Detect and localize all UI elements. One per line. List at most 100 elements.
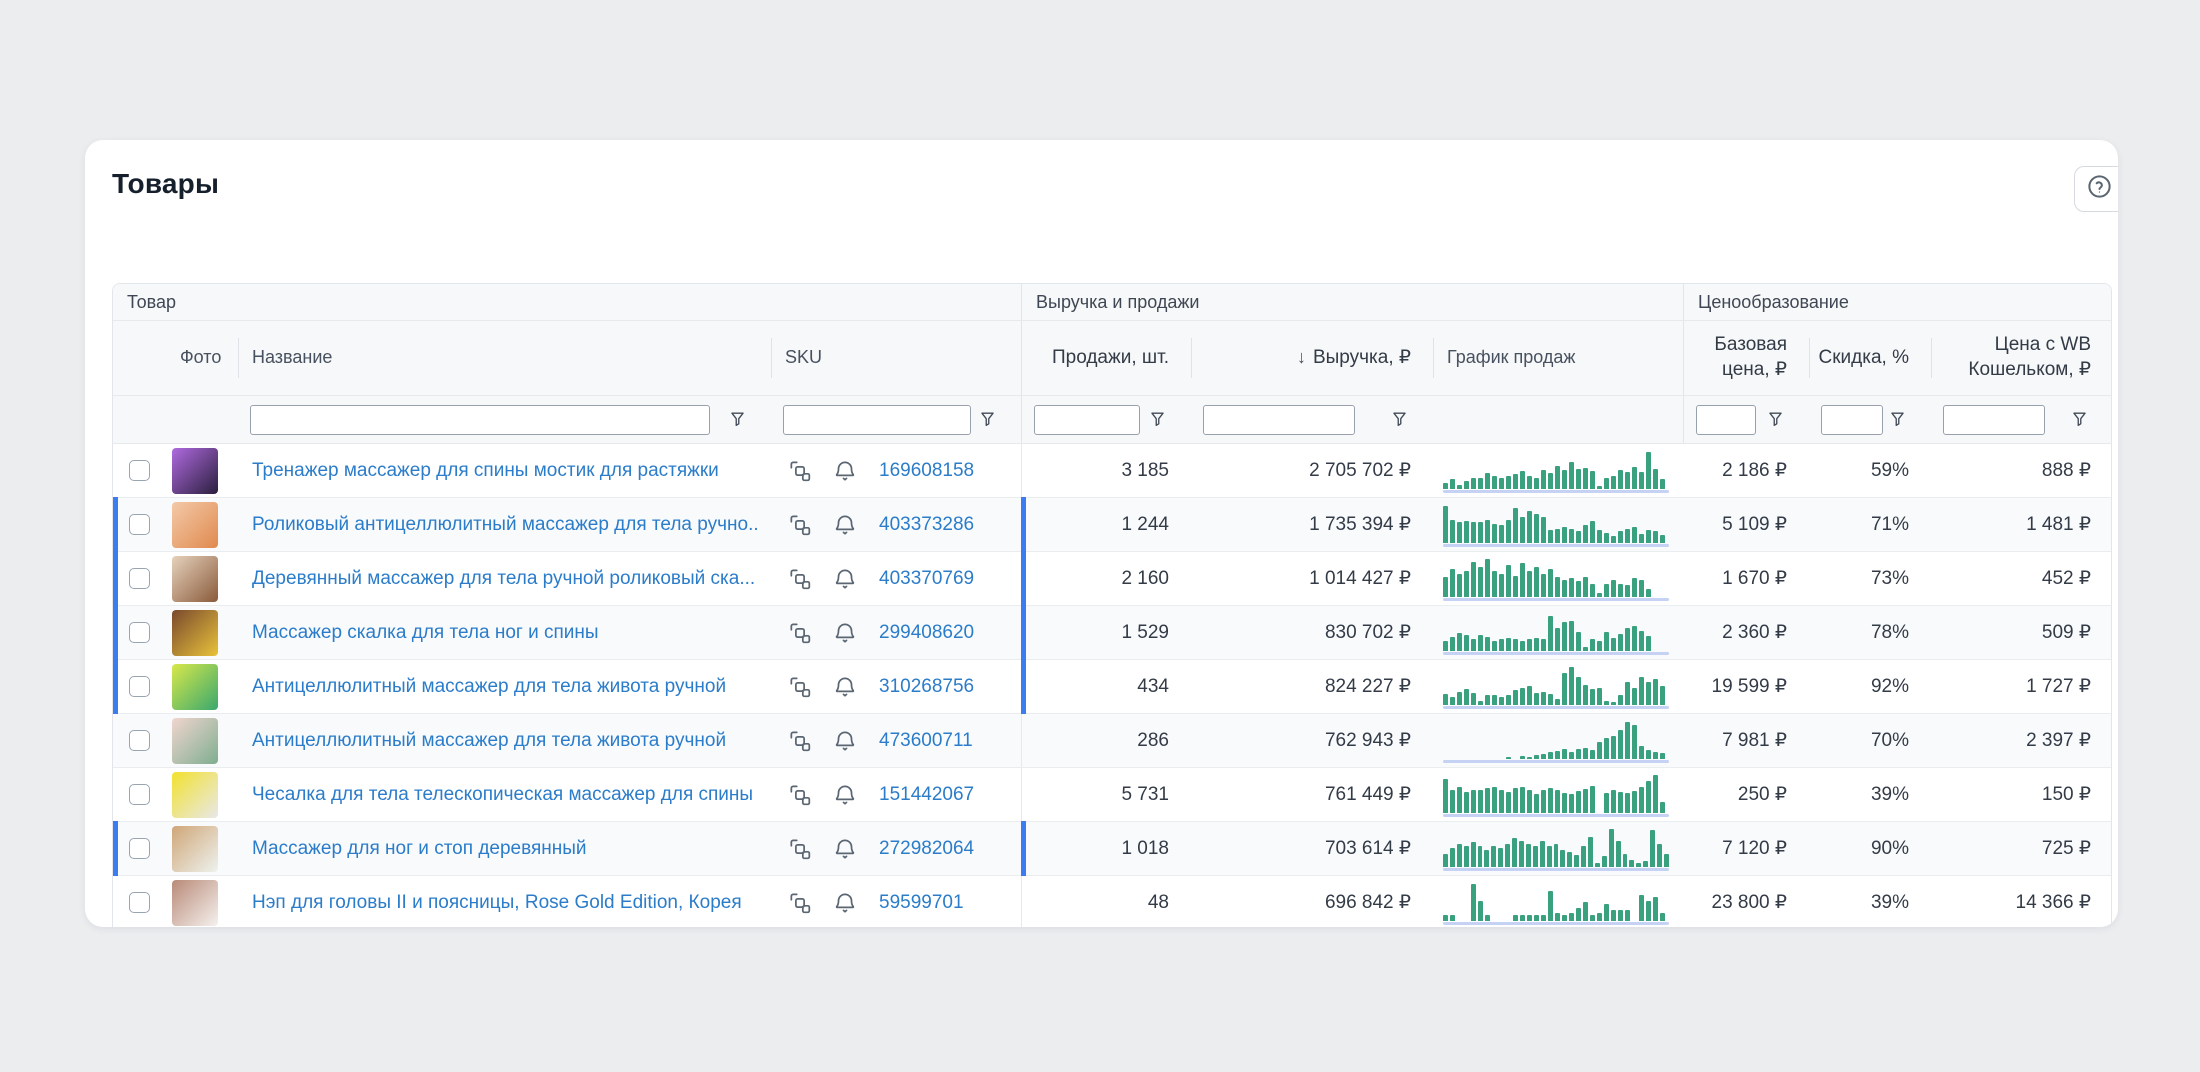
sku-filter-funnel-icon[interactable]	[978, 410, 997, 429]
sku-link[interactable]: 272982064	[879, 837, 975, 859]
linked-items-icon[interactable]	[787, 674, 813, 700]
sales-value: 5 731	[1021, 768, 1191, 821]
bell-icon[interactable]	[832, 458, 858, 484]
linked-items-icon[interactable]	[787, 458, 813, 484]
linked-items-icon[interactable]	[787, 836, 813, 862]
sales-sparkline[interactable]	[1443, 827, 1669, 871]
chart-cell	[1433, 552, 1683, 605]
row-checkbox[interactable]	[129, 784, 150, 805]
row-checkbox[interactable]	[129, 892, 150, 913]
sku-link[interactable]: 310268756	[879, 675, 975, 697]
sku-link[interactable]: 169608158	[879, 459, 975, 481]
product-photo[interactable]	[172, 447, 218, 494]
sales-filter-funnel-icon[interactable]	[1148, 410, 1167, 429]
product-name-link[interactable]: Антицеллюлитный массажер для тела живота…	[252, 675, 727, 697]
photo-cell	[166, 606, 238, 659]
product-photo[interactable]	[172, 501, 218, 548]
product-name-link[interactable]: Массажер скалка для тела ног и спины	[252, 621, 599, 643]
sales-sparkline[interactable]	[1443, 719, 1669, 763]
base-price-filter-input[interactable]	[1696, 404, 1756, 435]
name-filter-input[interactable]	[250, 404, 710, 435]
row-checkbox[interactable]	[129, 514, 150, 535]
sales-filter-input[interactable]	[1034, 404, 1140, 435]
sku-link[interactable]: 403373286	[879, 513, 975, 535]
sku-link[interactable]: 59599701	[879, 891, 964, 913]
product-name-link[interactable]: Роликовый антицеллюлитный массажер для т…	[252, 513, 759, 535]
row-checkbox[interactable]	[129, 622, 150, 643]
linked-items-icon[interactable]	[787, 728, 813, 754]
col-header-sales-chart[interactable]: График продаж	[1433, 321, 1683, 395]
name-filter-funnel-icon[interactable]	[728, 410, 747, 429]
bell-icon[interactable]	[832, 620, 858, 646]
row-checkbox[interactable]	[129, 676, 150, 697]
col-header-sku[interactable]: SKU	[771, 321, 1021, 395]
revenue-filter-funnel-icon[interactable]	[1390, 410, 1409, 429]
sku-link[interactable]: 473600711	[879, 729, 973, 751]
bell-icon[interactable]	[832, 566, 858, 592]
row-checkbox[interactable]	[129, 568, 150, 589]
sku-link[interactable]: 299408620	[879, 621, 975, 643]
sales-sparkline[interactable]	[1443, 611, 1669, 655]
photo-cell	[166, 714, 238, 767]
sparkline-baseline	[1443, 597, 1669, 601]
product-name-link[interactable]: Нэп для головы II и поясницы, Rose Gold …	[252, 891, 742, 913]
linked-items-icon[interactable]	[787, 620, 813, 646]
bell-icon[interactable]	[832, 782, 858, 808]
chart-cell	[1433, 498, 1683, 551]
discount-filter-input[interactable]	[1821, 404, 1883, 435]
product-photo[interactable]	[172, 879, 218, 926]
revenue-filter-input[interactable]	[1203, 404, 1355, 435]
product-name-link[interactable]: Массажер для ног и стоп деревянный	[252, 837, 587, 859]
sku-cell: 272982064	[771, 822, 1021, 875]
sku-link[interactable]: 403370769	[879, 567, 975, 589]
row-checkbox[interactable]	[129, 460, 150, 481]
wb-price-filter-funnel-icon[interactable]	[2070, 410, 2089, 429]
col-header-revenue[interactable]: ↓ Выручка, ₽	[1191, 321, 1433, 395]
table-row: Антицеллюлитный массажер для тела живота…	[113, 659, 2111, 714]
wb-price-value: 725 ₽	[2041, 838, 2091, 859]
sku-link[interactable]: 151442067	[879, 783, 975, 805]
linked-items-icon[interactable]	[787, 566, 813, 592]
sales-sparkline[interactable]	[1443, 557, 1669, 601]
product-photo[interactable]	[172, 717, 218, 764]
bell-icon[interactable]	[832, 836, 858, 862]
sales-sparkline[interactable]	[1443, 881, 1669, 925]
product-photo[interactable]	[172, 663, 218, 710]
product-name-link[interactable]: Чесалка для тела телескопическая массаже…	[252, 783, 754, 805]
sales-sparkline[interactable]	[1443, 503, 1669, 547]
filter-cell-wb-price	[1931, 396, 2113, 443]
col-header-name[interactable]: Название	[238, 321, 771, 395]
bell-icon[interactable]	[832, 728, 858, 754]
table-body: Тренажер массажер для спины мостик для р…	[113, 444, 2111, 927]
bell-icon[interactable]	[832, 512, 858, 538]
linked-items-icon[interactable]	[787, 782, 813, 808]
discount-filter-funnel-icon[interactable]	[1888, 410, 1907, 429]
product-photo[interactable]	[172, 771, 218, 818]
sku-filter-input[interactable]	[783, 404, 971, 435]
product-name-link[interactable]: Деревянный массажер для тела ручной роли…	[252, 567, 756, 589]
linked-items-icon[interactable]	[787, 512, 813, 538]
col-header-base-price[interactable]: Базовая цена, ₽	[1683, 321, 1809, 395]
sparkline-bars	[1443, 721, 1669, 759]
sales-sparkline[interactable]	[1443, 665, 1669, 709]
product-name-link[interactable]: Антицеллюлитный массажер для тела живота…	[252, 729, 727, 751]
col-header-photo: Фото	[180, 347, 222, 368]
row-checkbox[interactable]	[129, 730, 150, 751]
wb-price-filter-input[interactable]	[1943, 404, 2045, 435]
product-photo[interactable]	[172, 825, 218, 872]
sales-sparkline[interactable]	[1443, 773, 1669, 817]
product-photo[interactable]	[172, 609, 218, 656]
col-header-discount[interactable]: Скидка, %	[1809, 321, 1931, 395]
product-photo[interactable]	[172, 555, 218, 602]
row-checkbox[interactable]	[129, 838, 150, 859]
product-name-link[interactable]: Тренажер массажер для спины мостик для р…	[252, 459, 719, 481]
col-header-sales[interactable]: Продажи, шт.	[1021, 321, 1191, 395]
bell-icon[interactable]	[832, 674, 858, 700]
sort-desc-icon: ↓	[1296, 347, 1306, 368]
linked-items-icon[interactable]	[787, 890, 813, 916]
help-button[interactable]	[2074, 166, 2118, 212]
base-price-filter-funnel-icon[interactable]	[1766, 410, 1785, 429]
col-header-wb-price[interactable]: Цена с WB Кошельком, ₽	[1931, 321, 2113, 395]
bell-icon[interactable]	[832, 890, 858, 916]
sales-sparkline[interactable]	[1443, 449, 1669, 493]
